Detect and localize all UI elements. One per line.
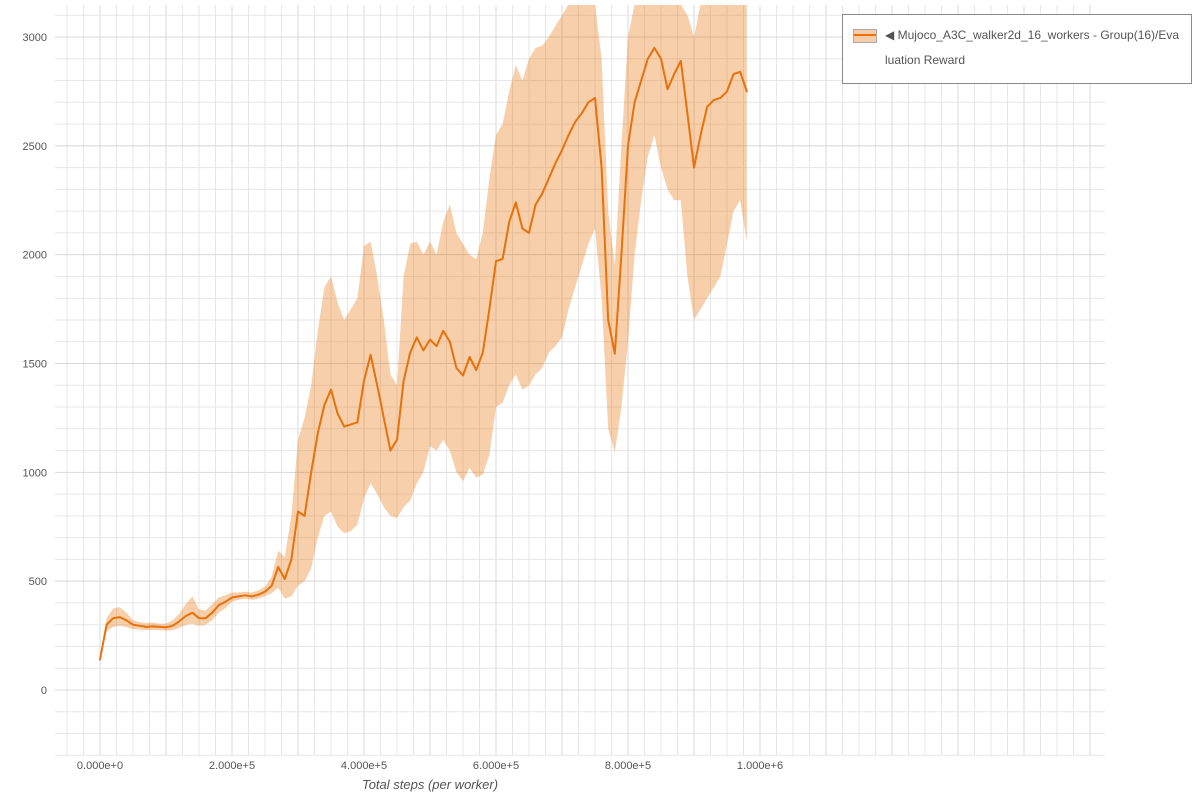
legend-series-name: Mujoco_A3C_walker2d_16_workers - Group(1… bbox=[885, 28, 1180, 67]
series-uncertainty-band bbox=[100, 5, 747, 661]
y-tick-label: 1000 bbox=[23, 467, 47, 479]
legend-series-swatch-icon bbox=[853, 29, 877, 43]
x-tick-label: 2.000e+5 bbox=[209, 760, 255, 772]
series-layer bbox=[99, 5, 748, 661]
series-mean-line bbox=[99, 46, 748, 661]
x-axis-title: Total steps (per worker) bbox=[362, 777, 498, 792]
legend: ◀ Mujoco_A3C_walker2d_16_workers - Group… bbox=[842, 14, 1192, 84]
y-tick-label: 500 bbox=[29, 576, 47, 588]
x-tick-label: 6.000e+5 bbox=[473, 760, 519, 772]
y-tick-label: 3000 bbox=[23, 32, 47, 44]
y-tick-label: 2000 bbox=[23, 250, 47, 262]
legend-line-icon bbox=[854, 34, 876, 36]
y-tick-label: 0 bbox=[41, 685, 47, 697]
x-tick-label: 1.000e+6 bbox=[737, 760, 783, 772]
y-tick-label: 2500 bbox=[23, 141, 47, 153]
x-tick-label: 0.000e+0 bbox=[77, 760, 123, 772]
x-tick-label: 4.000e+5 bbox=[341, 760, 387, 772]
legend-marker-icon: ◀ bbox=[885, 28, 895, 42]
y-tick-label: 1500 bbox=[23, 359, 47, 371]
legend-item[interactable]: ◀ Mujoco_A3C_walker2d_16_workers - Group… bbox=[853, 23, 1181, 73]
axis-ticks: 0.000e+0 2.000e+5 4.000e+5 6.000e+5 8.000e+5… bbox=[23, 32, 784, 772]
x-tick-label: 8.000e+5 bbox=[605, 760, 651, 772]
legend-label: ◀ Mujoco_A3C_walker2d_16_workers - Group… bbox=[885, 23, 1181, 73]
